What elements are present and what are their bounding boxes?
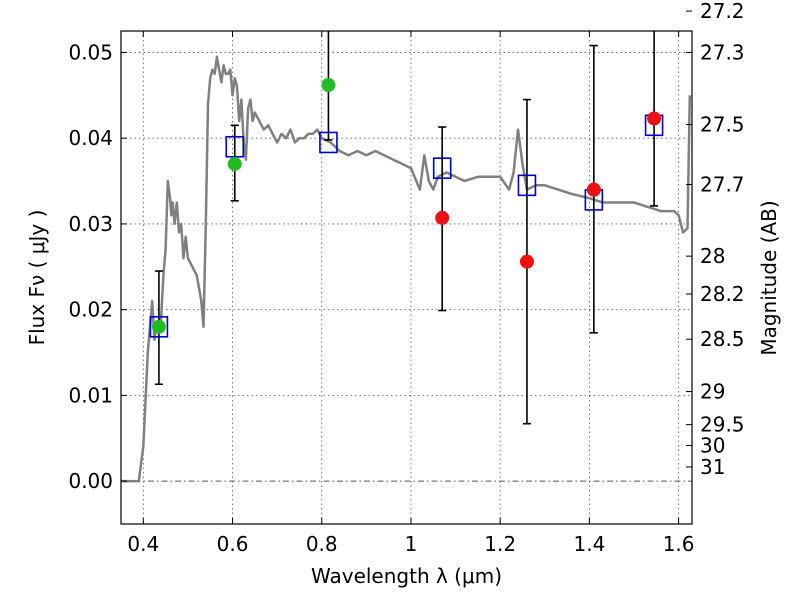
x-tick-label: 0.4 <box>127 532 159 556</box>
y2-tick-label: 28.2 <box>700 282 745 306</box>
observed-point-marker <box>435 210 450 225</box>
observed-point-marker <box>227 156 242 171</box>
y2-tick-label: 27.5 <box>700 113 745 137</box>
observed-point-marker <box>586 182 601 197</box>
x-tick-label: 1 <box>405 532 418 556</box>
plot-frame <box>120 30 693 525</box>
observed-point-marker <box>151 319 166 334</box>
plot-area <box>121 31 692 483</box>
model-spectrum-line <box>121 55 692 483</box>
model-square-marker <box>225 135 245 158</box>
y-tick-label: 0.04 <box>68 126 113 150</box>
y2-tick-label: 29 <box>700 380 725 404</box>
x-tick-label: 1.6 <box>663 532 695 556</box>
y2-tick-label: 31 <box>700 455 725 479</box>
x-tick-label: 1.4 <box>573 532 605 556</box>
error-bars <box>154 31 659 425</box>
y-axis-label: Flux Fν ( μJy ) <box>25 210 49 346</box>
observed-point-marker <box>321 78 336 93</box>
data-markers <box>149 78 664 338</box>
model-square-marker <box>149 315 169 338</box>
grid <box>121 31 692 524</box>
y2-tick-label: 27.7 <box>700 173 745 197</box>
model-square-marker <box>517 174 537 197</box>
y2-tick-label: 27.3 <box>700 40 745 64</box>
model-square-marker <box>319 131 338 154</box>
y-tick-label: 0.05 <box>68 40 113 64</box>
x-tick-label: 0.6 <box>217 532 249 556</box>
x-tick-label: 1.2 <box>484 532 516 556</box>
axis-ticks: 0.4 0.6 0.8 1 1.2 1.4 1.6 0.00 0.01 0.02 0.03 0.04 0… <box>68 0 744 556</box>
y-tick-label: 0.00 <box>68 469 113 493</box>
x-tick-label: 0.8 <box>306 532 338 556</box>
y2-tick-label: 28.5 <box>700 327 745 351</box>
y2-tick-label: 27.2 <box>700 0 745 23</box>
model-square-marker <box>432 157 452 179</box>
y-tick-label: 0.03 <box>68 212 113 236</box>
y2-tick-label: 30 <box>700 433 725 457</box>
x-axis-label: Wavelength λ (μm) <box>311 564 502 588</box>
observed-point-marker <box>647 111 662 126</box>
y2-tick-label: 28 <box>700 244 725 268</box>
y-tick-label: 0.01 <box>68 383 113 407</box>
observed-point-marker <box>519 254 534 269</box>
secondary-y-axis-label: Magnitude (AB) <box>757 200 781 355</box>
y2-tick-label: 29.5 <box>700 413 745 437</box>
y-tick-label: 0.02 <box>68 298 113 322</box>
